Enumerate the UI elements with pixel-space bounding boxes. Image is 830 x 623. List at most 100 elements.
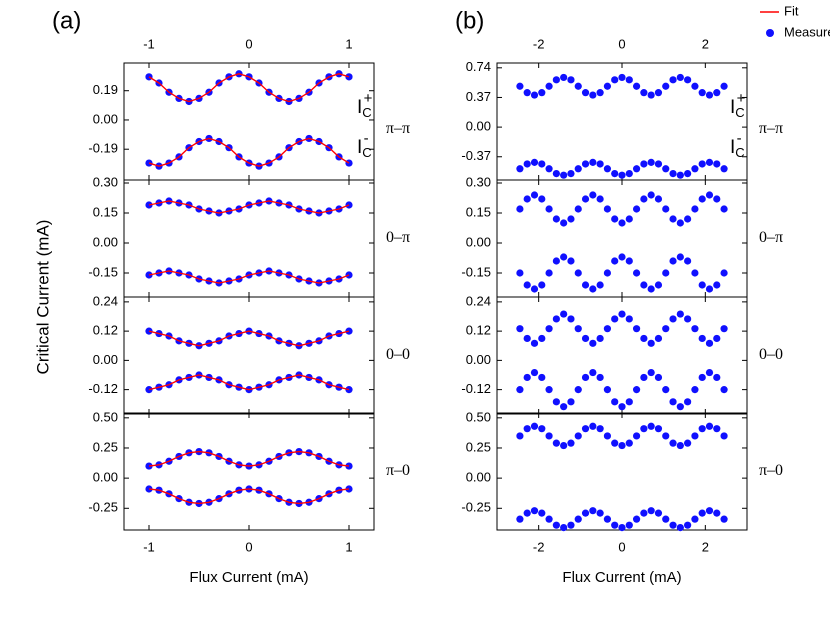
x-tick-label: -2 <box>533 539 545 554</box>
data-point <box>552 169 560 178</box>
data-point <box>691 386 699 394</box>
y-tick-label: -0.15 <box>88 264 118 279</box>
data-point <box>691 82 699 90</box>
data-point <box>603 205 612 213</box>
plot-frame <box>123 296 375 415</box>
data-point <box>611 521 619 529</box>
data-point <box>705 507 714 515</box>
data-point <box>705 158 714 166</box>
data-point <box>581 195 590 203</box>
data-point <box>523 509 531 517</box>
data-point <box>552 315 560 323</box>
data-point <box>581 160 590 168</box>
data-point <box>720 82 728 90</box>
y-tick-label: 0.12 <box>93 323 118 338</box>
data-point <box>523 334 531 343</box>
y-tick-label: 0.00 <box>466 234 491 249</box>
data-point <box>596 509 604 517</box>
data-point <box>589 339 597 347</box>
y-tick-label: 0.30 <box>466 174 491 189</box>
data-point <box>545 269 553 277</box>
y-tick-label: 0.25 <box>93 439 118 454</box>
data-point <box>538 334 546 343</box>
data-point <box>552 439 560 447</box>
data-point <box>574 515 582 523</box>
data-point <box>640 195 648 203</box>
fit-line <box>148 137 350 167</box>
data-point <box>698 509 706 517</box>
data-point <box>618 523 626 532</box>
data-point <box>640 89 648 97</box>
data-point <box>669 439 677 447</box>
data-point <box>589 507 597 515</box>
data-point <box>567 76 575 84</box>
data-point <box>691 325 699 333</box>
curve-label-sup: - <box>364 130 369 147</box>
data-point <box>691 515 699 523</box>
data-point <box>589 158 597 166</box>
data-point <box>676 219 684 227</box>
data-point <box>640 281 648 289</box>
y-tick-label: 0.00 <box>466 352 491 367</box>
data-point <box>705 285 714 293</box>
data-point <box>574 205 582 213</box>
fit-line <box>148 330 350 347</box>
data-point <box>705 422 714 430</box>
fit-line <box>148 73 350 103</box>
data-point <box>345 327 353 335</box>
data-point <box>720 269 728 277</box>
data-point <box>632 432 641 440</box>
data-point <box>530 507 539 515</box>
data-point <box>560 523 568 532</box>
data-point <box>720 515 728 523</box>
data-point <box>611 439 619 447</box>
curve-label-main: I <box>730 97 735 118</box>
data-point <box>611 257 619 265</box>
data-point <box>516 515 524 523</box>
data-point <box>640 425 648 433</box>
data-point <box>705 91 714 99</box>
data-point <box>145 462 153 470</box>
data-point <box>625 439 633 447</box>
data-point <box>662 165 670 173</box>
data-point <box>647 158 655 166</box>
y-tick-label: 0.30 <box>93 174 118 189</box>
data-point <box>691 432 699 440</box>
curve-label-sup: - <box>737 130 742 147</box>
x-tick-label: 0 <box>245 539 252 554</box>
data-point <box>720 325 728 333</box>
y-tick-label: 0.50 <box>466 409 491 424</box>
data-point <box>640 509 648 517</box>
data-point <box>662 432 670 440</box>
data-point <box>713 89 721 97</box>
data-point <box>684 315 692 323</box>
data-point <box>581 509 590 517</box>
row-label: π–0 <box>759 462 783 479</box>
data-point <box>567 257 575 265</box>
data-point <box>145 485 153 493</box>
y-tick-label: 0.25 <box>466 439 491 454</box>
data-point <box>698 334 706 343</box>
data-point <box>523 89 531 97</box>
data-point <box>632 325 641 333</box>
fit-line <box>148 374 350 391</box>
y-tick-label: 0.74 <box>466 59 491 74</box>
data-point <box>145 327 153 335</box>
data-point <box>552 215 560 223</box>
data-point <box>596 195 604 203</box>
data-point <box>596 89 604 97</box>
data-point <box>581 89 590 97</box>
data-point <box>516 325 524 333</box>
data-point <box>589 422 597 430</box>
data-point <box>611 169 619 178</box>
data-point <box>611 215 619 223</box>
data-point <box>705 339 714 347</box>
data-point <box>676 310 684 318</box>
y-tick-label: -0.12 <box>461 381 491 396</box>
x-tick-label: 0 <box>245 36 252 51</box>
data-point <box>516 205 524 213</box>
row-label: 0–π <box>759 229 783 246</box>
data-point <box>684 215 692 223</box>
y-tick-label: 0.00 <box>466 470 491 485</box>
data-point <box>345 462 353 470</box>
